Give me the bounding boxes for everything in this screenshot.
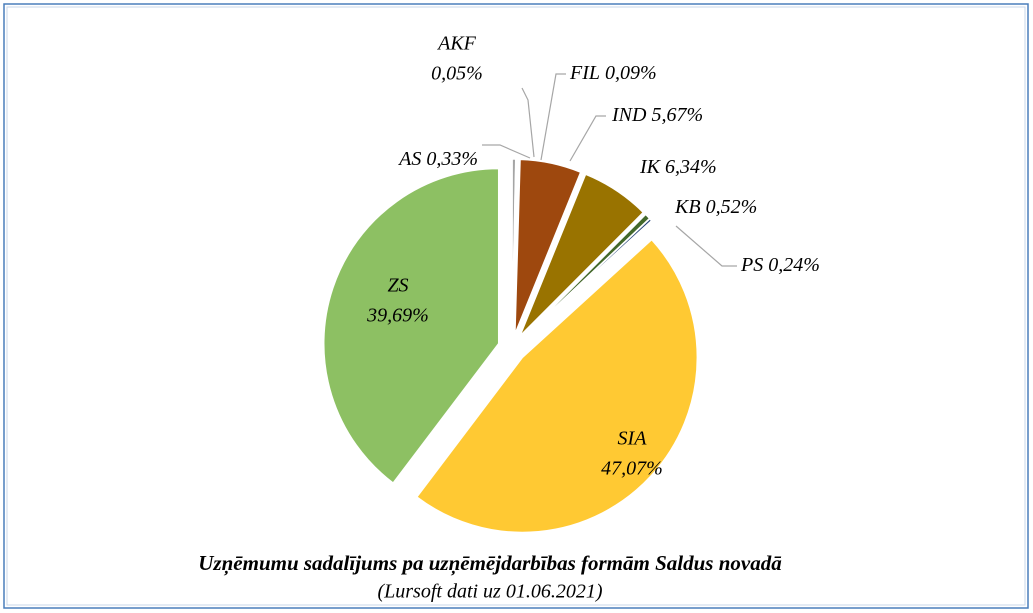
value-label: 0,24% <box>768 254 820 276</box>
chart-title: Uzņēmumu sadalījums pa uzņēmējdarbības f… <box>198 551 781 576</box>
pie-slice <box>521 217 653 340</box>
pie-slice <box>514 158 582 335</box>
slice-label: ZS <box>387 275 408 297</box>
frame-inner <box>6 6 1026 606</box>
pie-slice <box>322 167 500 485</box>
value-label: 5,67% <box>651 104 703 126</box>
value-label: 0,52% <box>706 196 758 218</box>
value-label: 47,07% <box>601 458 663 480</box>
pie-slice <box>415 238 699 534</box>
slice-label: IK <box>639 156 662 178</box>
slice-label: SIA <box>618 428 648 450</box>
pie-slice <box>519 173 645 337</box>
value-label: 0,09% <box>605 62 657 84</box>
slice-label-group: IK 6,34% <box>639 156 717 178</box>
leader-lines <box>482 73 737 267</box>
slice-label: IND <box>611 104 647 126</box>
value-label: 39,69% <box>366 305 429 327</box>
slice-label: KB <box>674 196 701 218</box>
chart-subtitle: (Lursoft dati uz 01.06.2021) <box>377 581 602 603</box>
slice-label-group: FIL 0,09% <box>569 62 657 84</box>
slice-label: AS <box>397 148 421 170</box>
slice-label: PS <box>740 254 763 276</box>
slice-label-group: IND 5,67% <box>611 104 703 126</box>
slice-label-group: KB 0,52% <box>674 196 757 218</box>
slice-label: AKF <box>436 33 477 55</box>
value-label: 6,34% <box>665 156 717 178</box>
slice-label: FIL <box>569 62 600 84</box>
value-label: 0,05% <box>431 63 483 85</box>
slice-label-group: AS 0,33% <box>397 148 478 170</box>
pie-slice <box>511 158 519 335</box>
value-label: 0,33% <box>426 148 478 170</box>
slice-label-group: PS 0,24% <box>740 254 820 276</box>
